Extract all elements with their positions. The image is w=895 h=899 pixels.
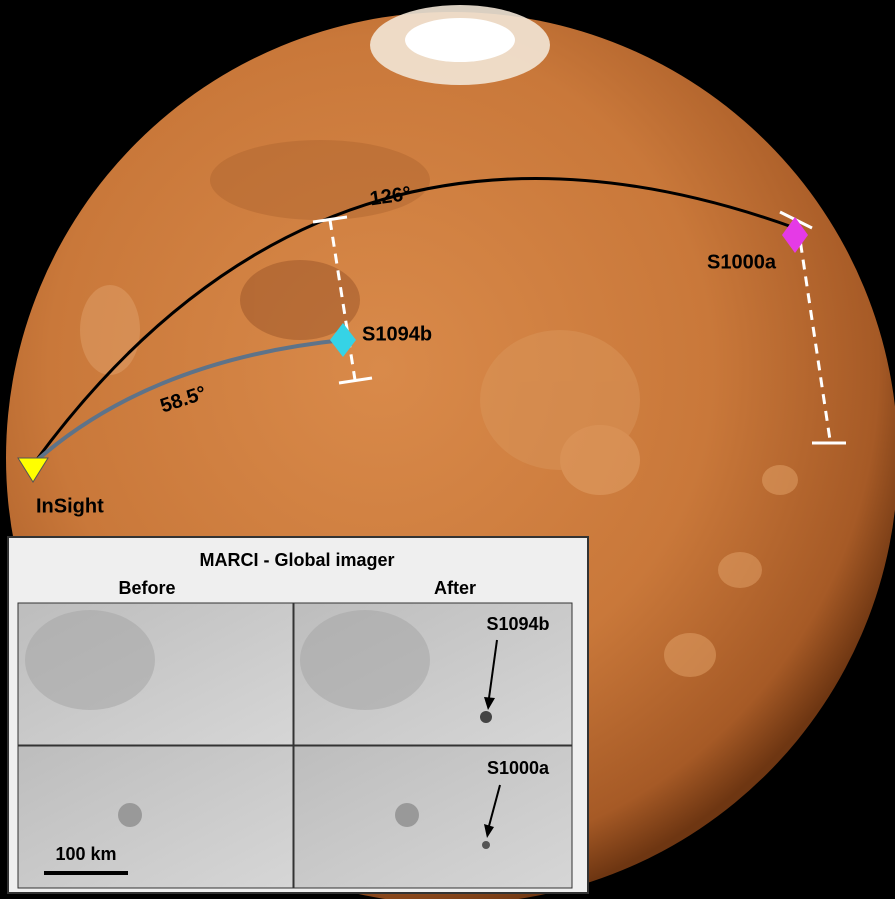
crater (25, 610, 155, 710)
column-label: Before (118, 578, 175, 598)
crater (395, 803, 419, 827)
crater (300, 610, 430, 710)
pointer (488, 784, 501, 827)
panel-image (17, 745, 294, 889)
impact-spot (482, 841, 490, 849)
insight-marker (17, 457, 49, 483)
event-b-marker (330, 323, 356, 357)
event-b-label: S1094b (362, 323, 432, 345)
lander-label: InSight (36, 495, 104, 517)
panel-label: S1094b (486, 614, 549, 634)
event-a-label: S1000a (707, 251, 777, 273)
polar-cap-center (405, 18, 515, 62)
column-label: After (434, 578, 476, 598)
uncertainty-bar-b (312, 215, 373, 385)
pointer-head (484, 824, 494, 838)
arc-long (33, 176, 796, 463)
surface-features (80, 140, 798, 677)
inset-title: MARCI - Global imager (199, 550, 394, 570)
crater (118, 803, 142, 827)
panel-image (293, 745, 573, 889)
pointer-head (484, 697, 495, 710)
impact-spot (480, 711, 492, 723)
event-a-marker (782, 217, 808, 253)
panel-label: S1000a (487, 758, 550, 778)
arc-short (33, 338, 344, 464)
pointer (488, 639, 498, 699)
scale-bar-label: 100 km (55, 844, 116, 864)
inset: MARCI - Global imager Before After S1094… (7, 536, 589, 894)
